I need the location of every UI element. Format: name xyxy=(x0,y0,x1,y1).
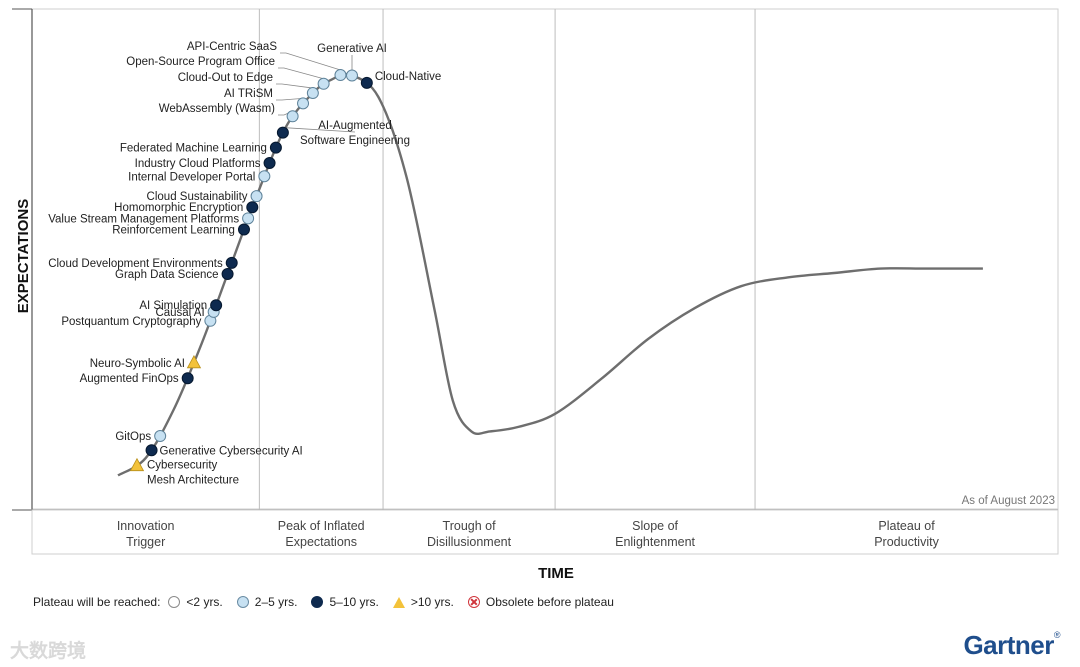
legend-label-lt2: <2 yrs. xyxy=(186,595,223,609)
white-circle-icon xyxy=(168,596,181,608)
point-label-gitops: GitOps xyxy=(115,431,151,443)
legend-item-gt10: >10 yrs. xyxy=(392,595,454,609)
marker-webassembly-wasm xyxy=(286,110,299,123)
point-label-cloud-sustainability: Cloud Sustainability xyxy=(147,191,248,203)
marker-generative-ai xyxy=(345,69,358,82)
marker-internal-developer-portal xyxy=(258,170,271,183)
leader-open-source-program-office xyxy=(278,67,324,80)
marker-gitops xyxy=(154,430,167,443)
phase-label-2-line-2: Expectations xyxy=(285,535,357,549)
watermark: 大数跨境 xyxy=(10,641,87,662)
point-label-webassembly-wasm: WebAssembly (Wasm) xyxy=(159,103,275,115)
point-label-augmented-finops: Augmented FinOps xyxy=(80,373,179,385)
point-label-generative-ai: Generative AI xyxy=(317,43,387,55)
legend-item-5-10: 5–10 yrs. xyxy=(311,595,379,609)
point-label-internal-developer-portal: Internal Developer Portal xyxy=(128,171,255,183)
leader-api-centric-saas xyxy=(280,52,341,71)
phase-label-2-line-1: Peak of Inflated xyxy=(278,519,365,533)
leader-ai-augmented-software-engineering xyxy=(282,127,356,133)
brand-logo: Gartner® xyxy=(963,630,1060,661)
marker-industry-cloud-platforms xyxy=(263,157,276,170)
phase-label-3-line-2: Disillusionment xyxy=(427,535,512,549)
light-blue-circle-icon xyxy=(236,596,249,608)
marker-augmented-finops xyxy=(181,372,194,385)
marker-ai-augmented-software-engineering xyxy=(276,126,289,139)
as-of-label: As of August 2023 xyxy=(962,495,1055,507)
point-label-graph-data-science: Graph Data Science xyxy=(115,269,219,281)
point-label-ai-augmented-software-engineering-line-2: Software Engineering xyxy=(300,135,410,147)
marker-cloud-out-to-edge xyxy=(306,87,319,100)
phase-label-5-line-1: Plateau of xyxy=(878,519,935,533)
red-x-circle-icon xyxy=(467,596,480,608)
point-label-federated-machine-learning: Federated Machine Learning xyxy=(120,143,267,155)
marker-homomorphic-encryption xyxy=(246,201,259,214)
point-label-causal-ai: Causal AI xyxy=(155,307,204,319)
marker-cloud-development-environments xyxy=(225,256,238,269)
point-label-homomorphic-encryption: Homomorphic Encryption xyxy=(114,202,243,214)
point-label-open-source-program-office: Open-Source Program Office xyxy=(126,56,275,68)
point-label-value-stream-management-platforms: Value Stream Management Platforms xyxy=(48,213,239,225)
marker-reinforcement-learning xyxy=(237,223,250,236)
brand-registered-mark: ® xyxy=(1053,630,1061,640)
point-label-generative-cybersecurity-ai: Generative Cybersecurity AI xyxy=(160,445,303,457)
point-label-cybersecurity-mesh-architecture-line-1: Cybersecurity xyxy=(147,460,218,472)
leader-cloud-out-to-edge xyxy=(276,83,313,89)
y-axis-title: EXPECTATIONS xyxy=(15,199,32,313)
legend-item-lt2: <2 yrs. xyxy=(168,595,223,609)
legend-item-obsolete: Obsolete before plateau xyxy=(467,595,614,609)
point-label-api-centric-saas: API-Centric SaaS xyxy=(187,41,277,53)
marker-graph-data-science xyxy=(221,268,234,281)
phase-label-3-line-1: Trough of xyxy=(443,519,497,533)
point-label-postquantum-cryptography: Postquantum Cryptography xyxy=(61,316,201,328)
marker-cybersecurity-mesh-architecture xyxy=(129,457,145,472)
legend-label-2-5: 2–5 yrs. xyxy=(254,595,298,609)
marker-ai-trism xyxy=(297,97,310,110)
phase-label-1-line-1: Innovation xyxy=(117,519,175,533)
marker-generative-cybersecurity-ai xyxy=(145,444,158,457)
point-label-ai-simulation: AI Simulation xyxy=(139,300,207,312)
x-axis-title: TIME xyxy=(538,565,574,582)
point-label-cloud-out-to-edge: Cloud-Out to Edge xyxy=(178,72,273,84)
phase-label-5-line-2: Productivity xyxy=(874,535,939,549)
point-label-neuro-symbolic-ai: Neuro-Symbolic AI xyxy=(90,358,185,370)
legend-label-obsolete: Obsolete before plateau xyxy=(485,595,614,609)
point-label-cybersecurity-mesh-architecture-line-2: Mesh Architecture xyxy=(147,475,239,487)
point-label-ai-trism: AI TRiSM xyxy=(224,88,273,100)
legend-label-gt10: >10 yrs. xyxy=(410,595,454,609)
phase-label-1-line-2: Trigger xyxy=(126,535,165,549)
marker-api-centric-saas xyxy=(334,69,347,82)
phase-label-4-line-1: Slope of xyxy=(632,519,678,533)
marker-federated-machine-learning xyxy=(269,141,282,154)
point-label-industry-cloud-platforms: Industry Cloud Platforms xyxy=(135,158,261,170)
hype-curve xyxy=(117,72,983,477)
plot-frame xyxy=(31,8,1059,510)
dark-blue-circle-icon xyxy=(311,596,324,608)
marker-neuro-symbolic-ai xyxy=(186,354,202,369)
marker-value-stream-management-platforms xyxy=(242,212,255,225)
point-label-reinforcement-learning: Reinforcement Learning xyxy=(112,224,235,236)
marker-cloud-native xyxy=(360,76,373,89)
point-label-ai-augmented-software-engineering-line-1: AI-Augmented xyxy=(318,120,392,132)
point-label-cloud-native: Cloud-Native xyxy=(375,71,441,83)
phase-label-4-line-2: Enlightenment xyxy=(615,535,695,549)
marker-cloud-sustainability xyxy=(250,190,263,203)
leader-ai-trism xyxy=(276,97,304,101)
phase-band xyxy=(31,509,1059,555)
yellow-triangle-icon xyxy=(392,596,405,608)
brand-name: Gartner xyxy=(963,630,1054,660)
legend-label-5-10: 5–10 yrs. xyxy=(329,595,379,609)
marker-ai-simulation xyxy=(210,299,223,312)
marker-open-source-program-office xyxy=(317,77,330,90)
point-label-cloud-development-environments: Cloud Development Environments xyxy=(48,258,223,270)
legend-item-2-5: 2–5 yrs. xyxy=(236,595,298,609)
hype-cycle-chart: EXPECTATIONS TIME As of August 2023 Inno… xyxy=(12,8,1059,582)
legend: Plateau will be reached: <2 yrs. 2–5 yrs… xyxy=(33,593,628,611)
legend-title: Plateau will be reached: xyxy=(33,595,161,609)
